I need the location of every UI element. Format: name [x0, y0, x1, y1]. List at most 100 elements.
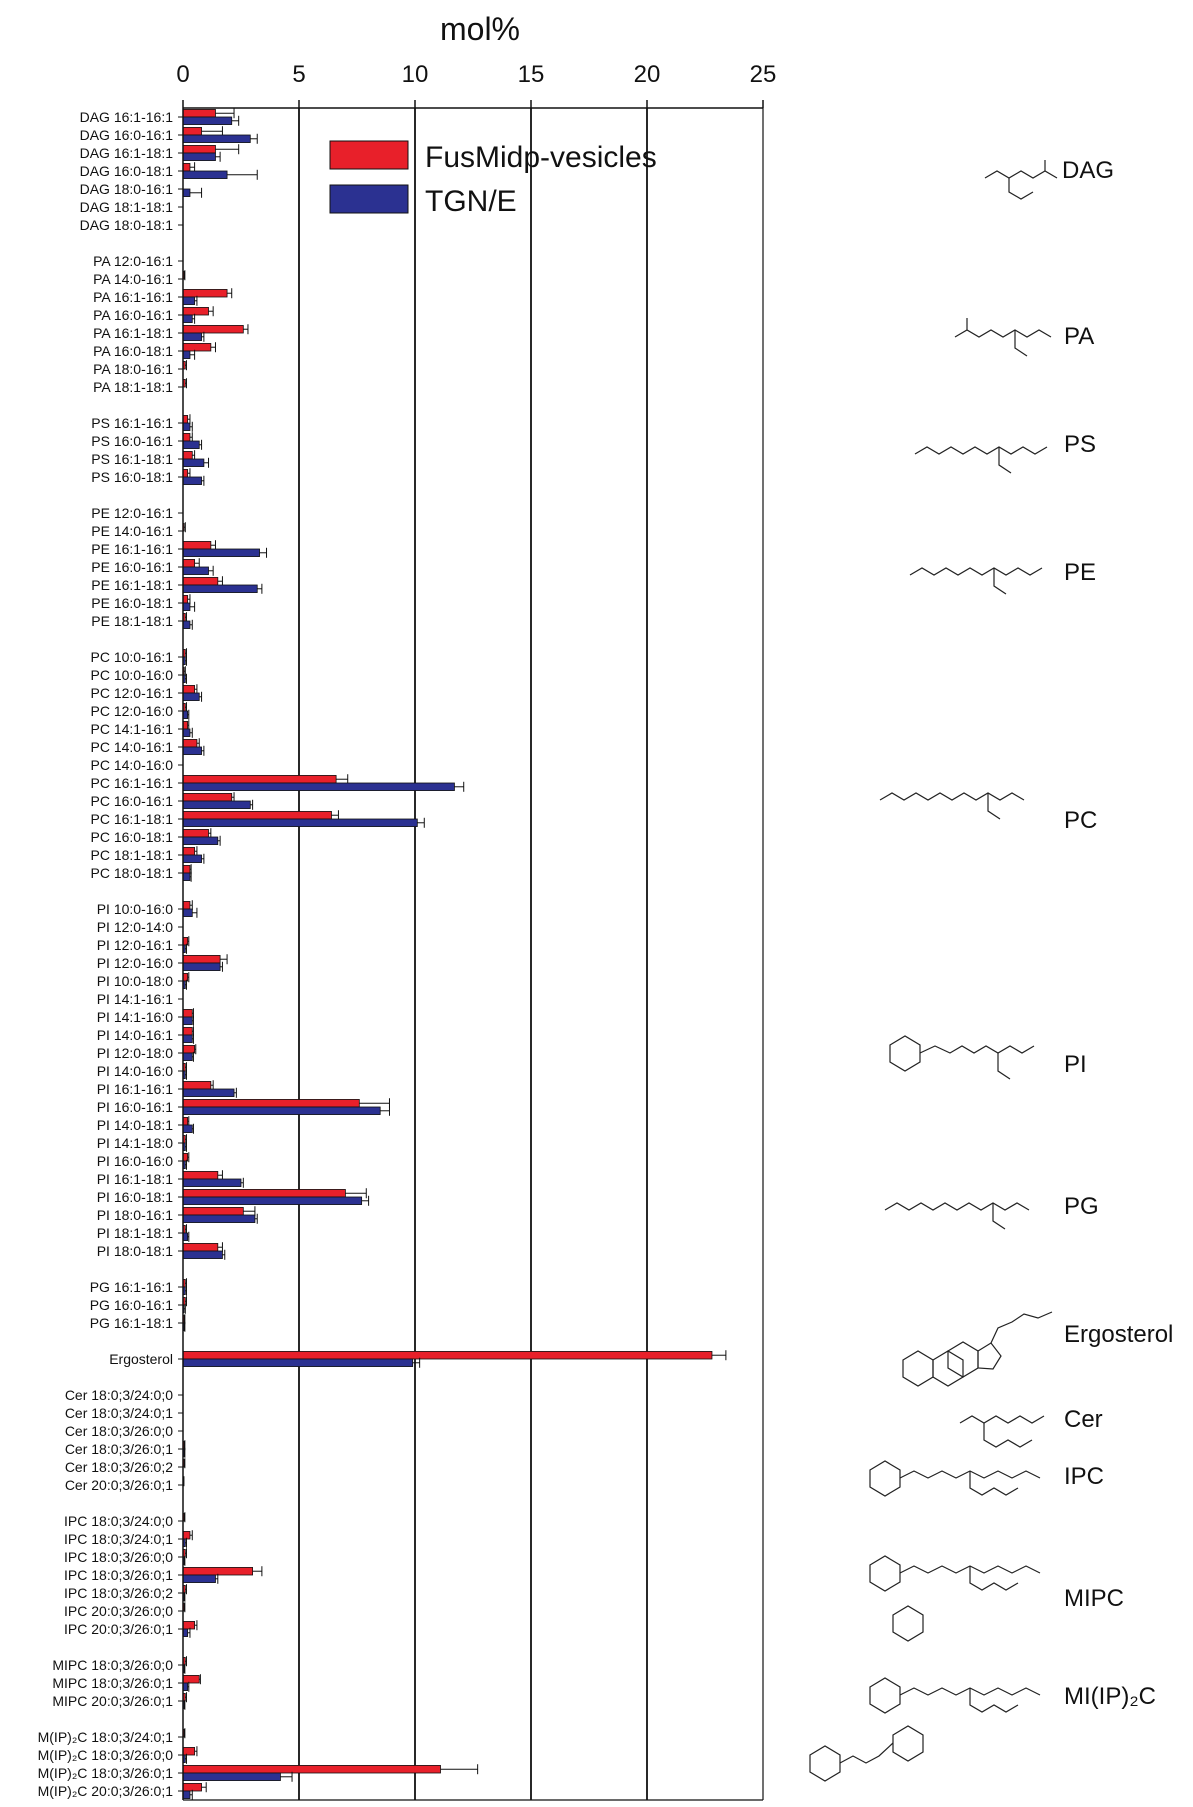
bar-tgn	[182, 854, 202, 863]
x-axis-title: mol%	[440, 11, 520, 47]
legend-label-fusmidp: FusMidp-vesicles	[425, 141, 657, 174]
category-label: PC 16:1-16:1	[91, 775, 174, 791]
bar-tgn	[182, 548, 260, 557]
category-label: PI 14:0-16:1	[97, 1027, 173, 1043]
lipid-label-ergosterol: Ergosterol	[1064, 1321, 1173, 1348]
bar-fusmidp	[182, 901, 191, 910]
category-label: PC 10:0-16:0	[91, 667, 174, 683]
category-label: PA 16:1-18:1	[93, 325, 173, 341]
category-label: PA 14:0-16:1	[93, 271, 173, 287]
category-label: PI 16:0-16:1	[97, 1099, 173, 1115]
structure-pe	[909, 567, 1043, 595]
bar-tgn	[182, 818, 418, 827]
bar-fusmidp	[182, 1675, 200, 1684]
bar-fusmidp	[182, 343, 212, 352]
bar-tgn	[182, 1358, 414, 1367]
category-label: PI 16:0-18:1	[97, 1189, 173, 1205]
category-label: PC 12:0-16:0	[91, 703, 174, 719]
category-label: PS 16:1-16:1	[91, 415, 173, 431]
bar-tgn	[182, 296, 195, 305]
bar-fusmidp	[182, 865, 191, 874]
bar-tgn	[182, 170, 228, 179]
category-label: PI 18:0-16:1	[97, 1207, 173, 1223]
category-label: PC 10:0-16:1	[91, 649, 174, 665]
bar-tgn	[182, 1196, 363, 1205]
category-label: PG 16:0-16:1	[90, 1297, 173, 1313]
bar-tgn	[182, 728, 191, 737]
bar-tgn	[182, 692, 200, 701]
category-label: PI 16:1-16:1	[97, 1081, 173, 1097]
bar-fusmidp	[182, 1027, 193, 1036]
structure-pi	[889, 1035, 1035, 1080]
bar-tgn	[182, 1772, 281, 1781]
category-label: PA 16:0-16:1	[93, 307, 173, 323]
category-label: M(IP)₂C 18:0;3/24:0;1	[38, 1729, 174, 1745]
category-label: Cer 18:0;3/26:0;2	[65, 1459, 173, 1475]
lipid-label-pe: PE	[1064, 559, 1096, 586]
category-label: PE 18:1-18:1	[91, 613, 173, 629]
category-label: PA 18:1-18:1	[93, 379, 173, 395]
bar-fusmidp	[182, 685, 195, 694]
legend-swatch-tgn	[329, 184, 409, 214]
bar-tgn	[182, 134, 251, 143]
x-tick-label: 20	[634, 61, 661, 88]
bar-fusmidp	[182, 955, 221, 964]
bar-tgn	[182, 458, 205, 467]
lipid-label-pg: PG	[1064, 1193, 1099, 1220]
bar-tgn	[182, 350, 191, 359]
bar-tgn	[182, 1790, 191, 1799]
category-label: PE 14:0-16:1	[91, 523, 173, 539]
category-label: IPC 18:0;3/24:0;0	[64, 1513, 173, 1529]
bar-fusmidp	[182, 325, 244, 334]
category-label: Cer 18:0;3/26:0;0	[65, 1423, 173, 1439]
category-label: MIPC 18:0;3/26:0;1	[52, 1675, 173, 1691]
lipid-label-ps: PS	[1064, 431, 1096, 458]
category-label: PS 16:0-18:1	[91, 469, 173, 485]
category-label: M(IP)₂C 18:0;3/26:0;1	[38, 1765, 174, 1781]
category-label: PI 10:0-16:0	[97, 901, 173, 917]
category-label: PC 14:1-16:1	[91, 721, 174, 737]
bar-fusmidp	[182, 127, 202, 136]
bar-tgn	[182, 476, 202, 485]
category-label: IPC 20:0;3/26:0;0	[64, 1603, 173, 1619]
category-label: M(IP)₂C 20:0;3/26:0;1	[38, 1783, 174, 1799]
category-label: PE 16:1-18:1	[91, 577, 173, 593]
bar-fusmidp	[182, 1765, 441, 1774]
category-label: DAG 16:1-16:1	[80, 109, 174, 125]
lipid-label-pc: PC	[1064, 807, 1097, 834]
lipid-label-mi-ip-2-c: MI(IP)₂C	[1064, 1683, 1156, 1710]
lipid-label-ipc: IPC	[1064, 1463, 1104, 1490]
category-label: PS 16:1-18:1	[91, 451, 173, 467]
category-label: PA 12:0-16:1	[93, 253, 173, 269]
category-label: IPC 18:0;3/26:0;0	[64, 1549, 173, 1565]
bar-tgn	[182, 1250, 223, 1259]
category-label: PI 12:0-14:0	[97, 919, 173, 935]
category-label: PE 16:0-16:1	[91, 559, 173, 575]
bar-fusmidp	[182, 433, 191, 442]
legend-label-tgn: TGN/E	[425, 185, 517, 218]
bar-tgn	[182, 908, 193, 917]
category-label: IPC 18:0;3/26:0;1	[64, 1567, 173, 1583]
bar-fusmidp	[182, 577, 219, 586]
bar-fusmidp	[182, 739, 198, 748]
category-label: PI 14:0-16:0	[97, 1063, 173, 1079]
bar-fusmidp	[182, 1189, 346, 1198]
bar-fusmidp	[182, 811, 332, 820]
bar-tgn	[182, 620, 191, 629]
category-label: PI 16:1-18:1	[97, 1171, 173, 1187]
category-label: PI 12:0-18:0	[97, 1045, 173, 1061]
bar-fusmidp	[182, 1243, 219, 1252]
category-label: PE 16:1-16:1	[91, 541, 173, 557]
category-label: PC 14:0-16:1	[91, 739, 174, 755]
lipid-label-pa: PA	[1064, 323, 1094, 350]
bar-tgn	[182, 1034, 193, 1043]
bar-tgn	[182, 1178, 242, 1187]
structure-ergosterol	[902, 1311, 1053, 1387]
bar-fusmidp	[182, 1099, 360, 1108]
bar-tgn	[182, 440, 200, 449]
bar-fusmidp	[182, 1045, 195, 1054]
category-label: PE 16:0-18:1	[91, 595, 173, 611]
category-label: PG 16:1-18:1	[90, 1315, 173, 1331]
structure-mi-ip-2-c	[809, 1677, 1041, 1782]
